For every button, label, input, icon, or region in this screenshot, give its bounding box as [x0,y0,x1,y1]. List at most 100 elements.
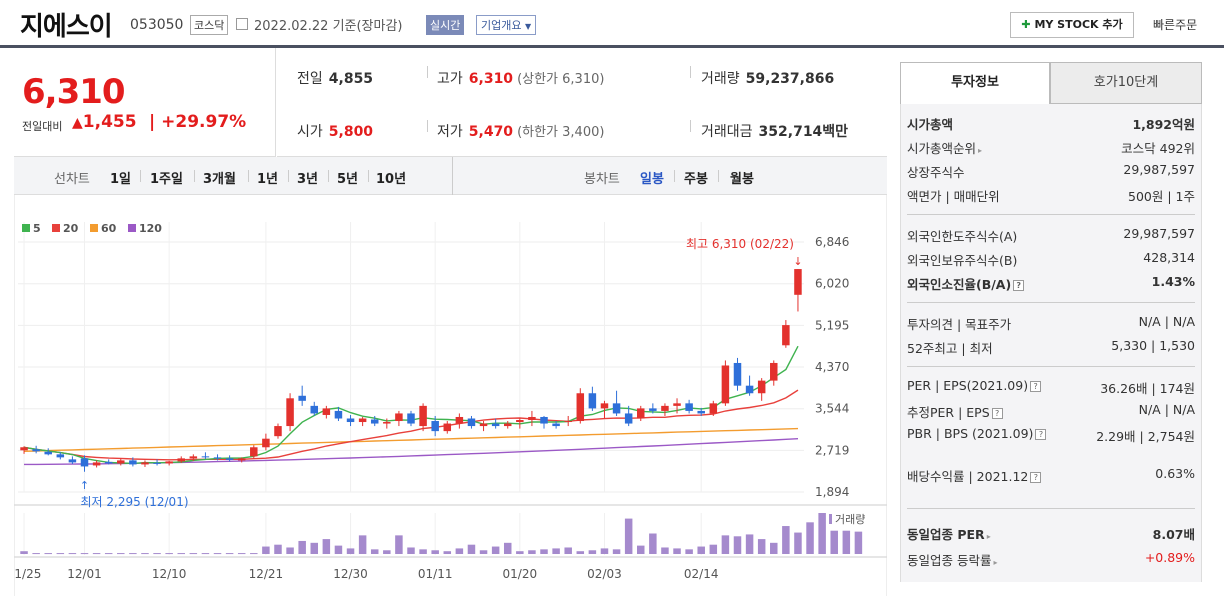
candle-body [757,380,766,394]
volume-bar [588,550,597,554]
divider [427,120,428,132]
candle-body [540,416,548,424]
candle-body [262,438,270,448]
candle-body [153,462,161,464]
x-tick-label: 12/10 [152,567,187,581]
tab-investment-info[interactable]: 투자정보 [900,62,1050,104]
info-row: 동일업종 등락률 ▸ +0.89% [907,550,1195,570]
volume-bar [842,530,851,554]
period-1y[interactable]: 1년 [257,172,279,187]
candle-body [637,408,645,419]
stat-amount-label: 거래대금 [701,124,753,140]
info-key: 투자의견 | 목표주가 [907,317,1012,332]
divider [907,508,1195,509]
candle-body [733,362,742,386]
moving-average-line [23,345,799,465]
volume-bar [443,551,452,554]
price-stats: 전일 4,855 고가 6,310 (상한가 6,310) 거래량 59,237,866… [277,48,887,157]
info-row: 상장주식수 29,987,597 [907,162,1195,182]
candle-body [624,413,633,424]
company-info-dropdown[interactable]: 기업개요 ▼ [476,15,537,35]
info-row: 추정PER | EPS? N/A | N/A [907,402,1195,422]
period-1d[interactable]: 1일 [110,172,132,187]
candle-body [298,395,306,401]
moving-average-line [23,389,799,461]
candle-body [201,456,210,458]
period-3y[interactable]: 3년 [297,172,319,187]
calendar-icon [236,18,248,30]
candle-body [503,423,512,427]
info-key: PER | EPS(2021.09)? [907,378,1042,393]
divider [690,120,691,132]
arrow-right-icon[interactable]: ▸ [978,146,983,155]
x-tick-label: 12/30 [333,567,368,581]
help-icon[interactable]: ? [1030,381,1042,392]
volume-bar [346,548,355,554]
line-chart-label[interactable]: 선차트 [54,172,90,187]
x-tick-label: 12/21 [249,567,284,581]
mystock-add-button[interactable]: ✚ MY STOCK 추가 [1010,12,1134,38]
legend-swatch [22,224,30,232]
volume-bar [540,549,548,554]
period-1w[interactable]: 1주일 [150,172,183,187]
x-tick-label: 02/14 [684,567,719,581]
volume-bar [298,540,306,554]
volume-bar [745,534,754,554]
volume-bar [528,550,536,554]
price-change: ▲1,455 [72,112,137,132]
info-value: N/A | N/A [1138,314,1195,329]
up-arrow-icon: ↑ [80,479,89,492]
stock-code: 053050 [130,17,184,33]
legend-swatch [829,514,832,524]
stat-open: 시가 5,800 [297,121,373,141]
candle-body [661,405,669,411]
info-row: PER | EPS(2021.09)? 36.26배 | 174원 [907,378,1195,398]
down-arrow-icon: ↓ [793,255,802,268]
volume-bar [237,553,246,555]
investment-panel: 투자정보 호가10단계 시가총액 1,892억원 시가총액순위 ▸ 코스닥 492위 상장… [900,62,1202,582]
volume-bar [104,553,113,555]
volume-bar [370,549,379,554]
arrow-right-icon[interactable]: ▸ [986,532,991,541]
legend-label: 120 [139,222,162,235]
help-icon[interactable]: ? [1035,429,1047,440]
legend-swatch [90,224,98,232]
candle-body [709,403,718,414]
info-value: +0.89% [1144,550,1195,565]
volume-bar [419,549,427,554]
candle-body [165,461,173,464]
period-5y[interactable]: 5년 [337,172,359,187]
volume-bar [552,548,560,554]
volume-bar [721,535,730,554]
info-value: 2.29배 | 2,754원 [1096,429,1195,444]
help-icon[interactable]: ? [1013,280,1025,291]
volume-bar [782,526,790,554]
candle-chart-label[interactable]: 봉차트 [584,172,620,187]
candle-weekly[interactable]: 주봉 [684,172,708,187]
info-value: 코스닥 492위 [1121,141,1195,156]
volume-bar [286,547,294,554]
volume-bar [455,548,464,554]
candle-monthly[interactable]: 월봉 [730,172,754,187]
volume-bar [274,544,282,554]
volume-legend: 거래량 [835,513,865,526]
info-value: 500원 | 1주 [1128,189,1195,204]
quick-order-link[interactable]: 빠른주문 [1153,18,1198,32]
help-icon[interactable]: ? [991,408,1003,419]
stat-amount-unit: 백만 [822,124,849,140]
candle-body [552,423,560,427]
candle-daily[interactable]: 일봉 [640,172,664,187]
help-icon[interactable]: ? [1030,472,1042,483]
arrow-right-icon[interactable]: ▸ [993,558,998,567]
tab-order-book[interactable]: 호가10단계 [1050,62,1202,104]
candle-body [358,418,367,423]
candle-body [129,460,137,465]
realtime-button[interactable]: 실시간 [426,15,465,35]
volume-bar [649,533,657,554]
info-value: 1,892억원 [1132,117,1195,132]
period-10y[interactable]: 10년 [376,172,407,187]
y-tick-label: 1,894 [815,485,849,499]
period-3m[interactable]: 3개월 [203,172,236,187]
info-key: 시가총액 [907,117,954,132]
stat-high-label: 고가 [437,71,463,87]
